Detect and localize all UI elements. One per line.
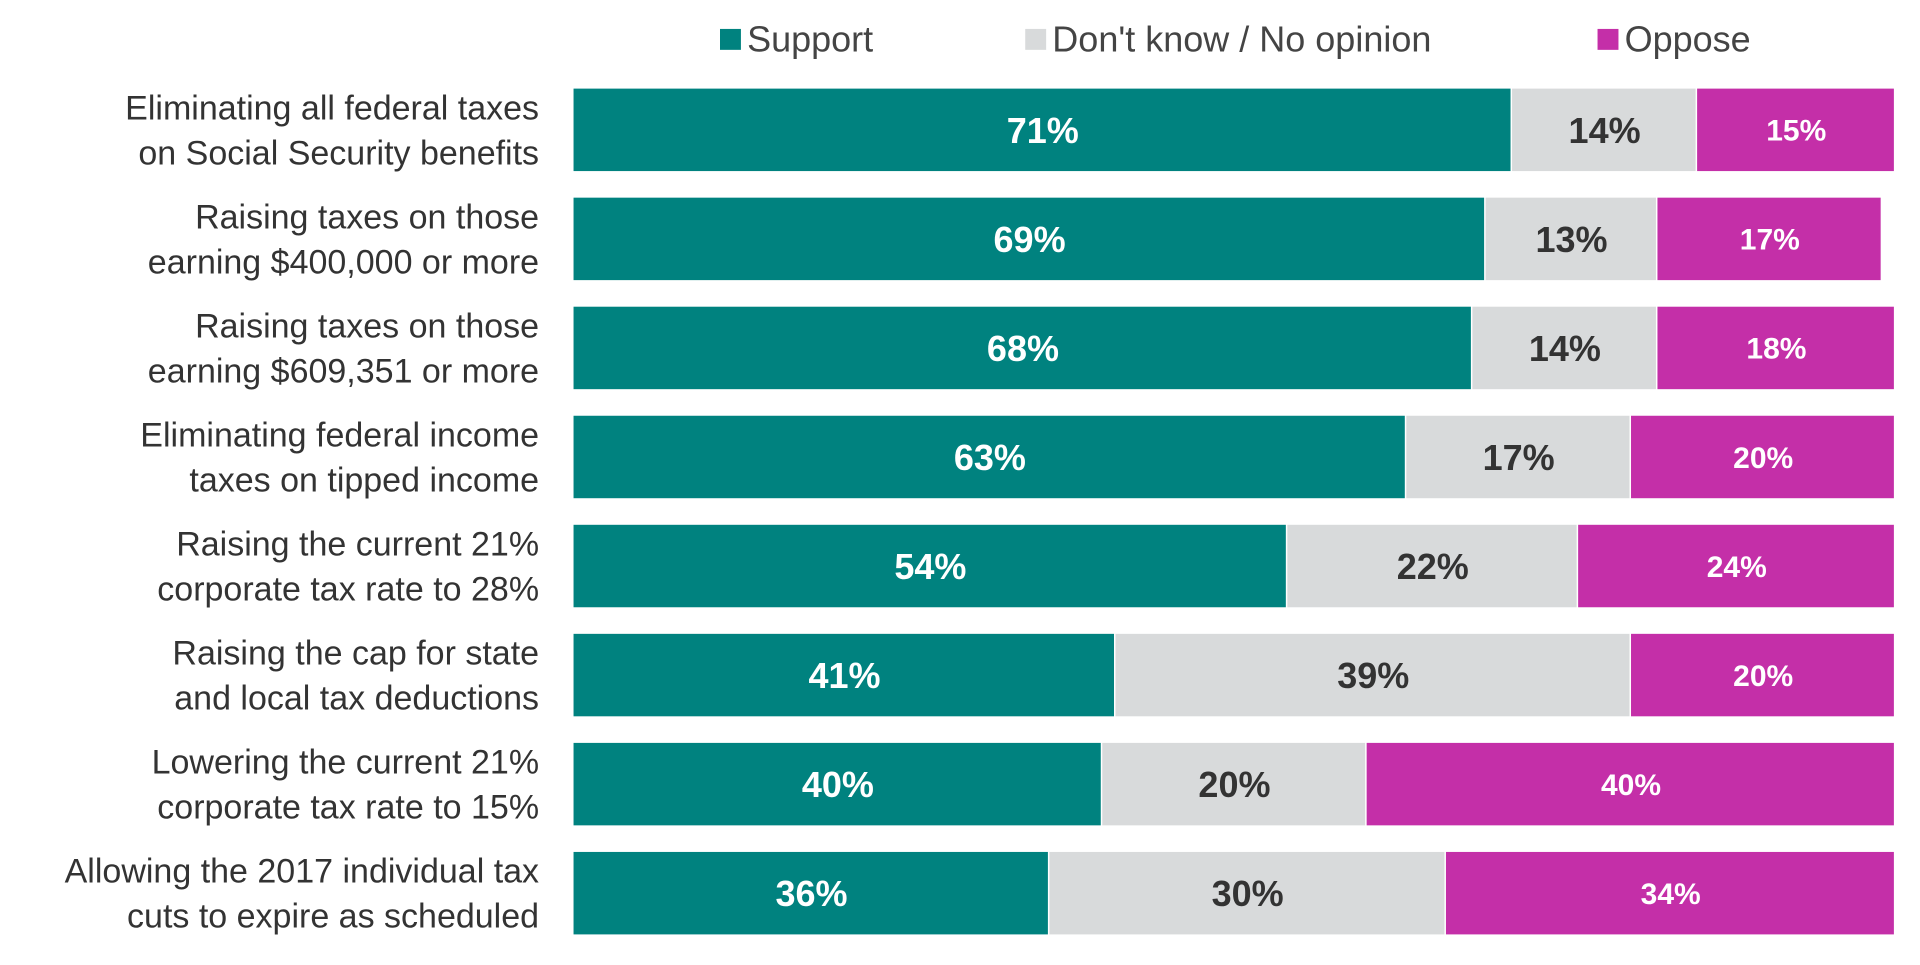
data-label-don-t-know-no-opinion: 20% xyxy=(1198,764,1270,805)
bar-row: 36% 30% 34% xyxy=(573,851,1894,935)
category-label: Raising taxes on those earning $400,000 o… xyxy=(148,198,539,281)
data-label-oppose: 18% xyxy=(1746,333,1806,366)
bar-segment-support xyxy=(573,851,1048,935)
data-label-support: 69% xyxy=(994,219,1066,260)
bar-row: 40% 20% 40% xyxy=(573,742,1894,826)
bar-segment-oppose xyxy=(1697,88,1894,172)
bar-segment-oppose xyxy=(1631,633,1894,717)
category-label-line: earning $400,000 or more xyxy=(148,243,539,281)
bar-segment-support xyxy=(573,742,1101,826)
bar-segment-don-t-know-no-opinion xyxy=(1049,851,1445,935)
bar-row: 69% 13% 17% xyxy=(573,197,1881,281)
bar-segment-support xyxy=(573,306,1471,390)
legend-label: Support xyxy=(747,19,873,60)
category-labels: Eliminating all federal taxes on Social S… xyxy=(65,89,539,935)
bar-row: 54% 22% 24% xyxy=(573,524,1894,608)
bar-segment-don-t-know-no-opinion xyxy=(1512,88,1696,172)
legend-label: Oppose xyxy=(1625,19,1751,60)
data-label-support: 40% xyxy=(802,764,874,805)
data-label-don-t-know-no-opinion: 30% xyxy=(1212,873,1284,914)
bar-segment-oppose xyxy=(1445,851,1894,935)
category-label-line: Lowering the current 21% xyxy=(152,744,539,782)
data-label-support: 68% xyxy=(987,328,1059,369)
data-label-oppose: 17% xyxy=(1740,224,1800,257)
data-label-don-t-know-no-opinion: 14% xyxy=(1569,110,1641,151)
bars: 71% 14% 15% 69% 13% 17% 68% 14% 18% 63% 17% 20% 54% 2… xyxy=(573,88,1894,935)
category-label-line: earning $609,351 or more xyxy=(148,352,539,390)
legend-swatch xyxy=(720,28,741,50)
legend-label: Don't know / No opinion xyxy=(1052,19,1431,60)
legend-item-don-t-know-no-opinion: Don't know / No opinion xyxy=(1025,19,1431,60)
category-label-line: cuts to expire as scheduled xyxy=(127,898,539,936)
data-label-support: 71% xyxy=(1007,110,1079,151)
bar-row: 41% 39% 20% xyxy=(573,633,1894,717)
bar-segment-oppose xyxy=(1631,415,1894,499)
bar-segment-don-t-know-no-opinion xyxy=(1287,524,1577,608)
bar-row: 71% 14% 15% xyxy=(573,88,1894,172)
category-label-line: and local tax deductions xyxy=(174,680,539,718)
bar-row: 68% 14% 18% xyxy=(573,306,1894,390)
category-label: Raising taxes on those earning $609,351 o… xyxy=(148,307,539,390)
category-label-line: Raising taxes on those xyxy=(195,198,539,236)
bar-segment-support xyxy=(573,524,1286,608)
category-label-line: on Social Security benefits xyxy=(138,134,539,172)
category-label: Eliminating all federal taxes on Social S… xyxy=(125,89,539,172)
data-label-oppose: 40% xyxy=(1601,769,1661,802)
data-label-don-t-know-no-opinion: 13% xyxy=(1536,219,1608,260)
data-label-oppose: 34% xyxy=(1641,878,1701,911)
legend-item-oppose: Oppose xyxy=(1597,19,1751,60)
bar-segment-support xyxy=(573,197,1485,281)
bar-segment-support xyxy=(573,415,1405,499)
data-label-don-t-know-no-opinion: 17% xyxy=(1483,437,1555,478)
category-label-line: corporate tax rate to 28% xyxy=(157,571,539,609)
legend: Support Don't know / No opinion Oppose xyxy=(720,19,1751,60)
category-label: Lowering the current 21% corporate tax ra… xyxy=(152,744,539,827)
bar-segment-oppose xyxy=(1657,197,1881,281)
data-label-support: 36% xyxy=(775,873,847,914)
category-label-line: Raising the cap for state xyxy=(172,635,539,673)
bar-segment-don-t-know-no-opinion xyxy=(1406,415,1630,499)
category-label-line: Raising the current 21% xyxy=(176,526,539,564)
data-label-don-t-know-no-opinion: 14% xyxy=(1529,328,1601,369)
legend-swatch xyxy=(1025,28,1047,50)
data-label-oppose: 20% xyxy=(1733,442,1793,475)
bar-segment-support xyxy=(573,88,1511,172)
bar-segment-don-t-know-no-opinion xyxy=(1472,306,1656,390)
category-label: Raising the cap for state and local tax d… xyxy=(172,635,539,718)
category-label-line: Eliminating all federal taxes xyxy=(125,89,539,127)
category-label-line: Eliminating federal income xyxy=(140,416,539,454)
data-label-oppose: 20% xyxy=(1733,660,1793,693)
category-label-line: taxes on tipped income xyxy=(189,461,539,499)
data-label-don-t-know-no-opinion: 22% xyxy=(1397,546,1469,587)
data-label-don-t-know-no-opinion: 39% xyxy=(1337,655,1409,696)
legend-item-support: Support xyxy=(720,19,873,60)
bar-segment-don-t-know-no-opinion xyxy=(1115,633,1630,717)
bar-segment-oppose xyxy=(1366,742,1894,826)
bar-segment-oppose xyxy=(1657,306,1894,390)
category-label: Eliminating federal income taxes on tippe… xyxy=(140,416,539,499)
bar-segment-oppose xyxy=(1578,524,1894,608)
bar-segment-support xyxy=(573,633,1114,717)
category-label-line: corporate tax rate to 15% xyxy=(157,789,539,827)
legend-swatch xyxy=(1597,28,1619,50)
bar-segment-don-t-know-no-opinion xyxy=(1485,197,1656,281)
data-label-oppose: 15% xyxy=(1766,115,1826,148)
category-label-line: Raising taxes on those xyxy=(195,307,539,345)
data-label-support: 54% xyxy=(894,546,966,587)
bar-segment-don-t-know-no-opinion xyxy=(1102,742,1366,826)
data-label-support: 41% xyxy=(808,655,880,696)
category-label: Allowing the 2017 individual tax cuts to … xyxy=(65,853,539,936)
data-label-support: 63% xyxy=(954,437,1026,478)
category-label: Raising the current 21% corporate tax rat… xyxy=(157,526,539,609)
data-label-oppose: 24% xyxy=(1707,551,1767,584)
category-label-line: Allowing the 2017 individual tax xyxy=(65,853,539,891)
bar-row: 63% 17% 20% xyxy=(573,415,1894,499)
